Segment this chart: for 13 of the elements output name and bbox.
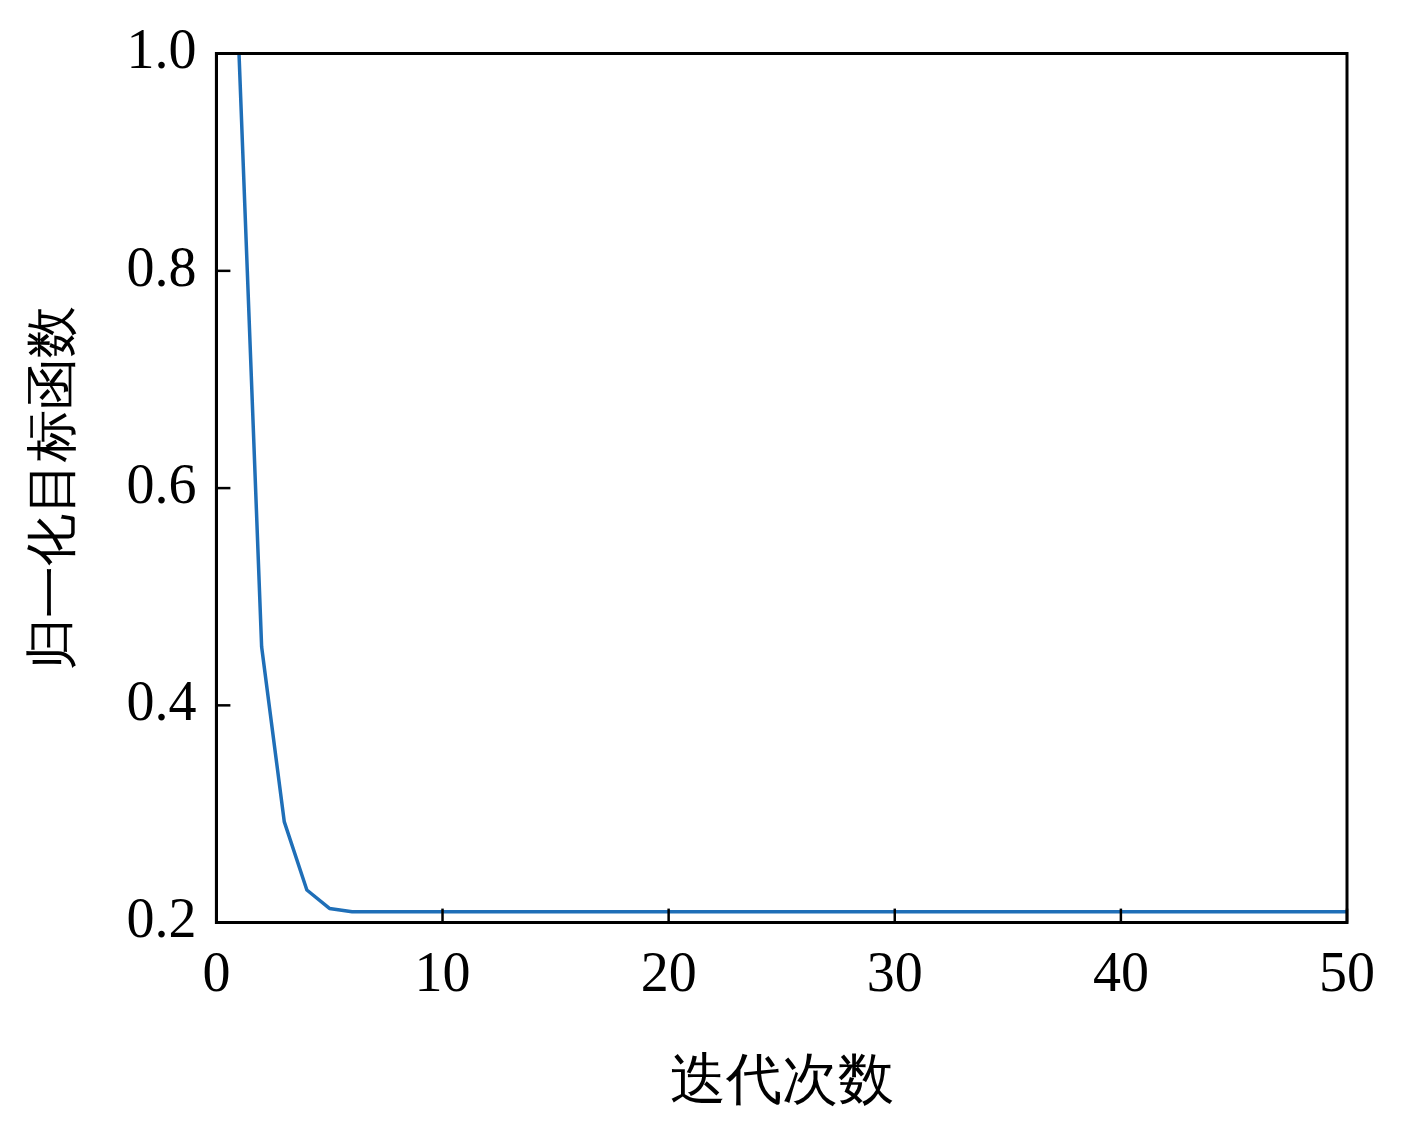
x-tick-label: 0 [202,940,231,1003]
y-axis-title: 归一化目标函数 [22,306,80,671]
x-tick-label: 40 [1092,940,1149,1003]
y-tick-label: 0.8 [126,235,197,298]
x-tick-label: 10 [414,940,471,1003]
y-tick-label: 0.2 [126,887,197,950]
y-tick-label: 1.0 [126,18,197,81]
x-tick-label: 50 [1319,940,1375,1003]
y-tick-label: 0.4 [126,670,197,733]
y-tick-label: 0.6 [126,452,197,515]
x-axis-title: 迭代次数 [669,1048,894,1111]
x-tick-label: 30 [866,940,923,1003]
x-tick-label: 20 [640,940,697,1003]
